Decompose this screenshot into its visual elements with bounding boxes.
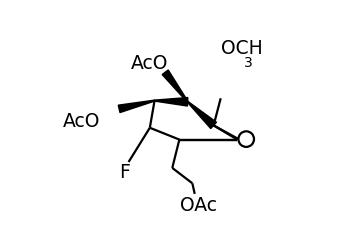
Text: AcO: AcO	[63, 112, 100, 131]
Polygon shape	[162, 70, 188, 102]
Polygon shape	[118, 100, 155, 113]
Text: OCH: OCH	[221, 39, 262, 58]
Text: 3: 3	[244, 56, 253, 70]
Polygon shape	[155, 98, 188, 106]
Text: AcO: AcO	[131, 54, 169, 73]
Text: F: F	[119, 163, 130, 182]
Polygon shape	[187, 101, 217, 129]
Text: OAc: OAc	[180, 196, 217, 215]
